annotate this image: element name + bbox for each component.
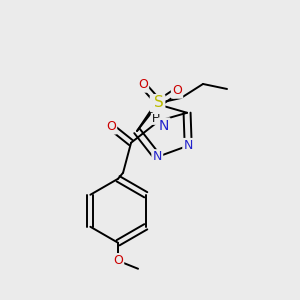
Text: N: N bbox=[184, 139, 193, 152]
Text: O: O bbox=[138, 79, 148, 92]
Text: S: S bbox=[154, 95, 164, 110]
Text: S: S bbox=[151, 97, 160, 111]
Text: N: N bbox=[153, 150, 162, 164]
Text: O: O bbox=[113, 254, 123, 267]
Text: O: O bbox=[172, 85, 182, 98]
Text: N: N bbox=[159, 119, 169, 133]
Text: O: O bbox=[106, 120, 116, 133]
Text: H: H bbox=[152, 114, 160, 124]
